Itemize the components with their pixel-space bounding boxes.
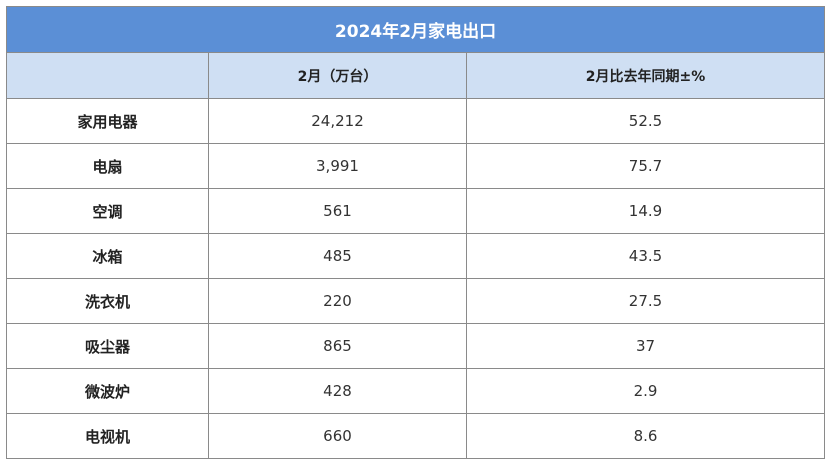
row-name: 冰箱 — [6, 233, 209, 279]
row-units: 485 — [208, 233, 467, 279]
row-name: 空调 — [6, 188, 209, 234]
row-units: 660 — [208, 413, 467, 459]
row-name: 家用电器 — [6, 98, 209, 144]
export-table: 2024年2月家电出口 2月（万台） 2月比去年同期±% 家用电器 24,212… — [5, 6, 826, 459]
row-yoy: 52.5 — [465, 98, 826, 144]
table-row: 家用电器 24,212 52.5 — [6, 98, 826, 144]
table-row: 微波炉 428 2.9 — [6, 368, 826, 414]
row-name: 微波炉 — [6, 368, 209, 414]
row-name: 洗衣机 — [6, 278, 209, 324]
row-name: 电扇 — [6, 143, 209, 189]
column-header-units: 2月（万台） — [208, 52, 467, 99]
row-name: 电视机 — [6, 413, 209, 459]
row-units: 561 — [208, 188, 467, 234]
table-title-row: 2024年2月家电出口 — [5, 6, 826, 53]
table-row: 空调 561 14.9 — [6, 188, 826, 234]
column-header-item — [6, 52, 209, 99]
table-row: 洗衣机 220 27.5 — [6, 278, 826, 324]
table-row: 冰箱 485 43.5 — [6, 233, 826, 279]
row-yoy: 2.9 — [465, 368, 826, 414]
table-row: 电视机 660 8.6 — [6, 413, 826, 459]
row-yoy: 27.5 — [465, 278, 826, 324]
row-units: 428 — [208, 368, 467, 414]
row-yoy: 8.6 — [465, 413, 826, 459]
row-name: 吸尘器 — [6, 323, 209, 369]
table-row: 吸尘器 865 37 — [6, 323, 826, 369]
row-units: 24,212 — [208, 98, 467, 144]
column-header-yoy: 2月比去年同期±% — [465, 52, 826, 99]
table-row: 电扇 3,991 75.7 — [6, 143, 826, 189]
row-units: 220 — [208, 278, 467, 324]
row-yoy: 75.7 — [465, 143, 826, 189]
row-yoy: 43.5 — [465, 233, 826, 279]
export-table-container: 2024年2月家电出口 2月（万台） 2月比去年同期±% 家用电器 24,212… — [5, 6, 826, 459]
table-title: 2024年2月家电出口 — [5, 6, 826, 53]
table-header-row: 2月（万台） 2月比去年同期±% — [6, 52, 826, 99]
row-units: 3,991 — [208, 143, 467, 189]
row-yoy: 14.9 — [465, 188, 826, 234]
row-units: 865 — [208, 323, 467, 369]
row-yoy: 37 — [465, 323, 826, 369]
